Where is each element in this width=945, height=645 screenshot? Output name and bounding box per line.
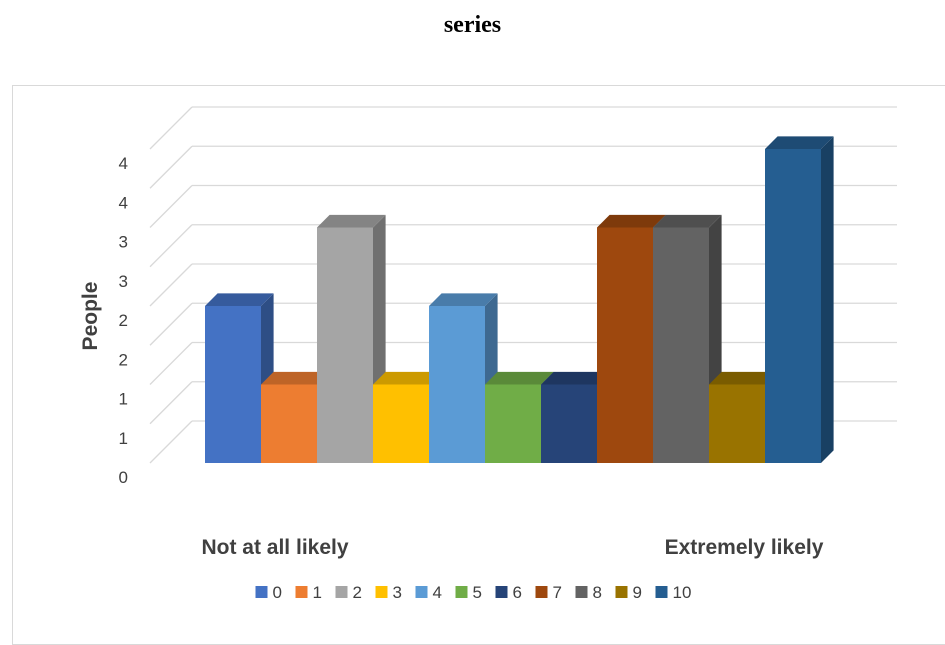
bar — [317, 227, 373, 463]
bar-top — [541, 371, 610, 385]
bar-top — [653, 214, 722, 228]
legend-label: 7 — [553, 583, 562, 602]
bar-top — [485, 371, 554, 385]
bar-top — [205, 293, 274, 306]
legend-label: 0 — [273, 583, 282, 602]
bar — [373, 384, 429, 463]
x-category-label: Not at all likely — [201, 536, 348, 559]
legend-swatch — [455, 586, 468, 598]
bar — [765, 149, 821, 463]
gridline-depth — [149, 145, 193, 189]
y-tick-label: 4 — [119, 193, 128, 212]
y-tick-label: 3 — [119, 272, 128, 291]
legend-swatch — [335, 586, 348, 598]
y-tick-label: 2 — [119, 311, 128, 330]
bar — [261, 384, 317, 463]
bar — [541, 384, 597, 463]
legend-label: 1 — [313, 583, 322, 602]
gridline-depth — [149, 420, 193, 464]
y-tick-label: 3 — [119, 233, 128, 252]
y-tick-label: 1 — [119, 429, 128, 448]
y-axis-label: People — [79, 282, 102, 351]
gridline-depth — [149, 263, 193, 307]
legend-label: 5 — [473, 583, 482, 602]
bar — [709, 384, 765, 463]
bar — [205, 306, 261, 463]
gridline-depth — [149, 342, 193, 385]
bar-side — [821, 136, 834, 463]
bar — [653, 227, 709, 463]
legend-swatch — [535, 586, 548, 598]
gridline-depth — [149, 106, 193, 150]
chart-svg: 0 1 1 2 2 3 3 4 4 People Not at all likely Extremel… — [79, 106, 897, 602]
y-tick-label: 2 — [119, 350, 128, 369]
legend-swatch — [295, 586, 308, 598]
legend-label: 6 — [513, 583, 522, 602]
y-tick-label: 1 — [119, 390, 128, 409]
bar-top — [709, 371, 778, 385]
legend-swatch — [255, 586, 268, 598]
legend-swatch — [655, 586, 668, 598]
legend-swatch — [575, 586, 588, 598]
bar-top — [429, 293, 498, 306]
bar — [429, 306, 485, 463]
legend-label: 3 — [393, 583, 402, 602]
legend-swatch — [495, 586, 508, 598]
gridline-depth — [149, 381, 193, 425]
bar-top — [317, 214, 386, 228]
gridline-depth — [149, 302, 193, 346]
legend-label: 9 — [633, 583, 642, 602]
bar — [597, 227, 653, 463]
bar — [485, 384, 541, 463]
legend-label: 4 — [433, 583, 442, 602]
x-category-label: Extremely likely — [665, 536, 824, 559]
page-title: series — [443, 12, 502, 38]
legend-label: 10 — [673, 583, 692, 602]
legend-swatch — [415, 586, 428, 598]
y-tick-label: 0 — [119, 468, 128, 487]
gridline-depth — [149, 224, 193, 268]
bar-top — [373, 371, 442, 385]
gridline-depth — [149, 185, 193, 228]
y-tick-label: 4 — [119, 154, 128, 173]
bar-top — [597, 214, 666, 228]
bar-top — [261, 371, 330, 385]
legend-swatch — [615, 586, 628, 598]
legend-swatch — [375, 586, 388, 598]
bar-top — [765, 136, 834, 149]
legend-label: 8 — [593, 583, 602, 602]
legend-label: 2 — [353, 583, 362, 602]
